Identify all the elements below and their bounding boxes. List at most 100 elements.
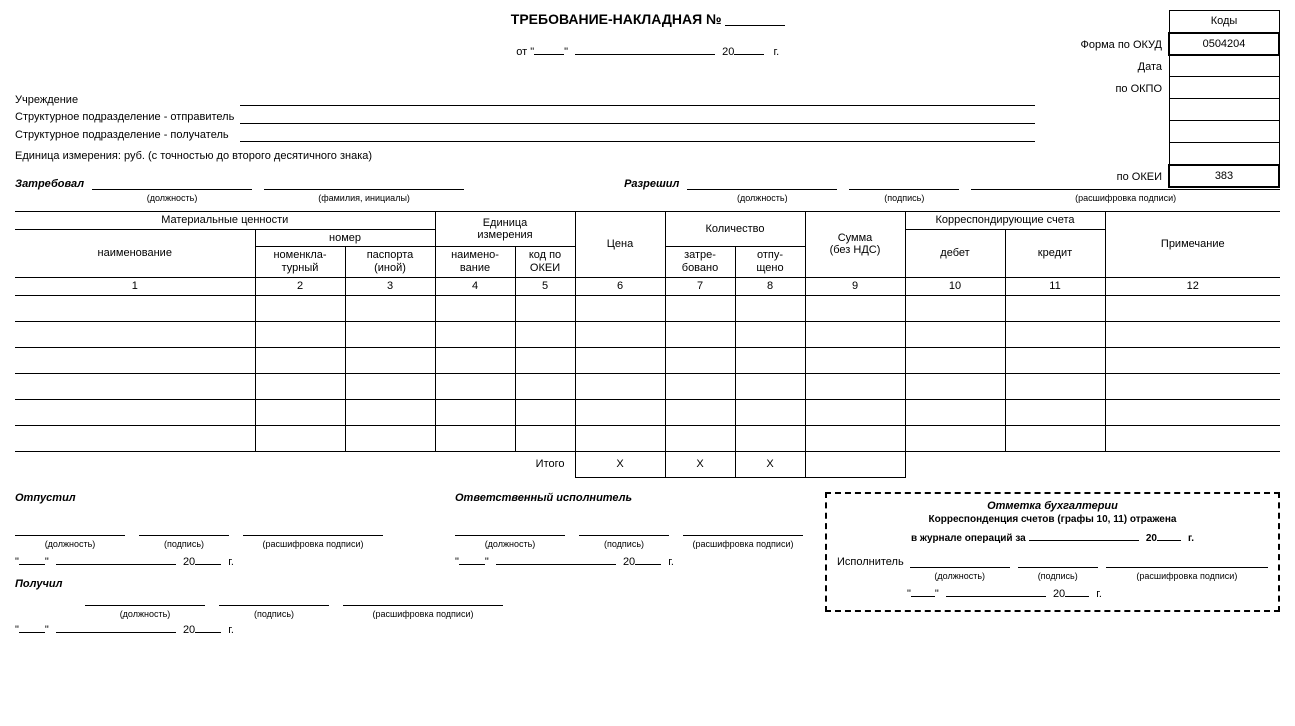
- table-cell[interactable]: [1005, 399, 1105, 425]
- table-cell[interactable]: [665, 373, 735, 399]
- table-cell[interactable]: [345, 347, 435, 373]
- table-cell[interactable]: [15, 373, 255, 399]
- table-cell[interactable]: [255, 425, 345, 451]
- table-cell[interactable]: [665, 347, 735, 373]
- table-cell[interactable]: [435, 373, 515, 399]
- code-okpo[interactable]: [1169, 77, 1279, 99]
- table-cell[interactable]: [15, 321, 255, 347]
- date-day[interactable]: [534, 41, 564, 55]
- table-cell[interactable]: [665, 399, 735, 425]
- requested-position[interactable]: [92, 176, 252, 190]
- table-cell[interactable]: [575, 425, 665, 451]
- table-cell[interactable]: [15, 347, 255, 373]
- table-cell[interactable]: [735, 399, 805, 425]
- date-year[interactable]: [734, 41, 764, 55]
- table-cell[interactable]: [735, 321, 805, 347]
- doc-number-field[interactable]: [725, 12, 785, 26]
- table-cell[interactable]: [905, 347, 1005, 373]
- code-date[interactable]: [1169, 55, 1279, 77]
- requested-fio[interactable]: [264, 176, 464, 190]
- table-cell[interactable]: [1005, 347, 1105, 373]
- table-cell[interactable]: [905, 425, 1005, 451]
- table-cell[interactable]: [345, 373, 435, 399]
- total-sum[interactable]: [805, 451, 905, 477]
- table-cell[interactable]: [345, 399, 435, 425]
- table-cell[interactable]: [255, 321, 345, 347]
- table-cell[interactable]: [345, 425, 435, 451]
- table-cell[interactable]: [345, 295, 435, 321]
- table-cell[interactable]: [805, 373, 905, 399]
- exec-position[interactable]: [910, 554, 1010, 568]
- table-cell[interactable]: [255, 399, 345, 425]
- table-cell[interactable]: [15, 295, 255, 321]
- table-cell[interactable]: [665, 425, 735, 451]
- table-cell[interactable]: [1105, 295, 1280, 321]
- table-cell[interactable]: [255, 347, 345, 373]
- table-cell[interactable]: [735, 295, 805, 321]
- table-cell[interactable]: [1105, 373, 1280, 399]
- released-decrypt[interactable]: [243, 522, 383, 536]
- table-cell[interactable]: [515, 295, 575, 321]
- received-decrypt[interactable]: [343, 592, 503, 606]
- code-blank1[interactable]: [1169, 99, 1279, 121]
- sender-field[interactable]: [240, 110, 1035, 124]
- table-cell[interactable]: [255, 295, 345, 321]
- table-cell[interactable]: [435, 347, 515, 373]
- table-cell[interactable]: [345, 321, 435, 347]
- receiver-field[interactable]: [240, 128, 1035, 142]
- table-cell[interactable]: [1105, 347, 1280, 373]
- received-position[interactable]: [85, 592, 205, 606]
- table-cell[interactable]: [1005, 295, 1105, 321]
- table-cell[interactable]: [1105, 399, 1280, 425]
- table-cell[interactable]: [435, 321, 515, 347]
- table-cell[interactable]: [905, 373, 1005, 399]
- table-cell[interactable]: [255, 373, 345, 399]
- table-cell[interactable]: [735, 373, 805, 399]
- table-cell[interactable]: [15, 425, 255, 451]
- allowed-signature[interactable]: [849, 176, 959, 190]
- table-cell[interactable]: [575, 373, 665, 399]
- resp-position[interactable]: [455, 522, 565, 536]
- table-cell[interactable]: [575, 295, 665, 321]
- table-cell[interactable]: [575, 321, 665, 347]
- table-cell[interactable]: [905, 399, 1005, 425]
- institution-field[interactable]: [240, 92, 1035, 106]
- released-position[interactable]: [15, 522, 125, 536]
- resp-decrypt[interactable]: [683, 522, 803, 536]
- table-cell[interactable]: [575, 399, 665, 425]
- table-cell[interactable]: [1005, 373, 1105, 399]
- table-cell[interactable]: [805, 347, 905, 373]
- table-cell[interactable]: [1005, 425, 1105, 451]
- allowed-decrypt[interactable]: [971, 176, 1280, 190]
- table-cell[interactable]: [435, 399, 515, 425]
- code-blank3[interactable]: [1169, 143, 1279, 165]
- table-cell[interactable]: [435, 295, 515, 321]
- table-cell[interactable]: [805, 425, 905, 451]
- exec-signature[interactable]: [1018, 554, 1098, 568]
- table-cell[interactable]: [515, 373, 575, 399]
- table-cell[interactable]: [805, 295, 905, 321]
- table-cell[interactable]: [515, 347, 575, 373]
- table-cell[interactable]: [515, 399, 575, 425]
- table-cell[interactable]: [515, 321, 575, 347]
- received-signature[interactable]: [219, 592, 329, 606]
- table-cell[interactable]: [435, 425, 515, 451]
- table-cell[interactable]: [905, 295, 1005, 321]
- table-cell[interactable]: [515, 425, 575, 451]
- table-cell[interactable]: [665, 321, 735, 347]
- table-cell[interactable]: [15, 399, 255, 425]
- released-signature[interactable]: [139, 522, 229, 536]
- exec-decrypt[interactable]: [1106, 554, 1268, 568]
- table-cell[interactable]: [1105, 321, 1280, 347]
- allowed-position[interactable]: [687, 176, 837, 190]
- table-cell[interactable]: [665, 295, 735, 321]
- table-cell[interactable]: [805, 399, 905, 425]
- table-cell[interactable]: [735, 347, 805, 373]
- date-month[interactable]: [575, 41, 715, 55]
- table-cell[interactable]: [735, 425, 805, 451]
- table-cell[interactable]: [575, 347, 665, 373]
- code-blank2[interactable]: [1169, 121, 1279, 143]
- table-cell[interactable]: [1005, 321, 1105, 347]
- table-cell[interactable]: [1105, 425, 1280, 451]
- resp-signature[interactable]: [579, 522, 669, 536]
